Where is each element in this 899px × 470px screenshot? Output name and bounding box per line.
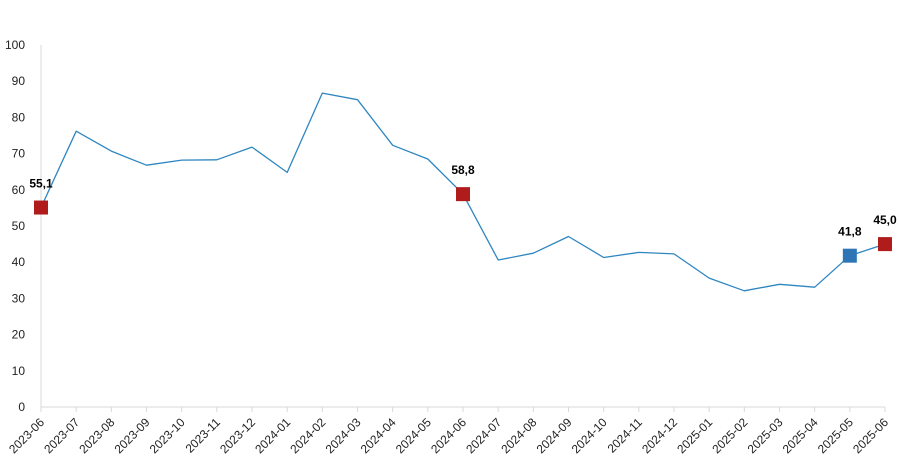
x-tick-label: 2024-02	[287, 415, 328, 456]
x-axis: 2023-062023-072023-082023-092023-102023-…	[6, 406, 891, 456]
x-tick-label: 2024-06	[428, 415, 469, 456]
y-tick-label: 20	[12, 328, 26, 342]
x-tick-label: 2023-08	[76, 415, 117, 456]
x-tick-label: 2023-12	[217, 415, 258, 456]
x-tick-label: 2024-09	[534, 415, 575, 456]
data-label: 45,0	[873, 213, 897, 227]
y-tick-label: 40	[12, 255, 26, 269]
data-label: 41,8	[838, 225, 862, 239]
x-tick-label: 2023-07	[41, 415, 82, 456]
x-tick-label: 2024-05	[393, 415, 434, 456]
x-tick-label: 2023-09	[112, 415, 153, 456]
x-tick-label: 2023-11	[183, 415, 224, 456]
x-tick-label: 2025-05	[815, 415, 856, 456]
x-tick-label: 2025-06	[850, 415, 891, 456]
y-tick-label: 0	[18, 400, 25, 414]
x-tick-label: 2024-03	[323, 415, 364, 456]
x-tick-label: 2024-01	[252, 415, 293, 456]
x-tick-label: 2025-01	[674, 415, 715, 456]
x-tick-label: 2025-03	[745, 415, 786, 456]
y-tick-label: 30	[12, 291, 26, 305]
y-tick-label: 100	[5, 38, 25, 52]
x-tick-label: 2024-11	[605, 415, 646, 456]
x-tick-label: 2024-08	[498, 415, 539, 456]
y-tick-label: 90	[12, 74, 26, 88]
highlight-marker	[878, 237, 892, 252]
x-tick-label: 2025-04	[780, 415, 821, 456]
highlighted-points: 55,1 58,8 41,8 45,0	[29, 163, 897, 263]
x-tick-label: 2024-12	[639, 415, 680, 456]
data-label: 55,1	[29, 177, 53, 191]
y-tick-label: 80	[12, 110, 26, 124]
y-tick-label: 60	[12, 183, 26, 197]
x-tick-label: 2024-07	[463, 415, 504, 456]
highlight-marker	[34, 200, 48, 215]
highlight-marker	[842, 248, 857, 263]
y-tick-label: 10	[12, 364, 26, 378]
x-tick-label: 2024-10	[569, 415, 610, 456]
x-tick-label: 2025-02	[709, 415, 750, 456]
y-tick-label: 70	[12, 147, 26, 161]
y-axis: 0 10 20 30 40 50 60 70 80 90 100	[5, 38, 42, 414]
y-tick-label: 50	[12, 219, 26, 233]
x-tick-label: 2023-06	[6, 415, 47, 456]
x-tick-label: 2024-04	[358, 415, 399, 456]
data-label: 58,8	[451, 163, 475, 177]
x-tick-label: 2023-10	[147, 415, 188, 456]
highlight-marker	[456, 187, 470, 202]
